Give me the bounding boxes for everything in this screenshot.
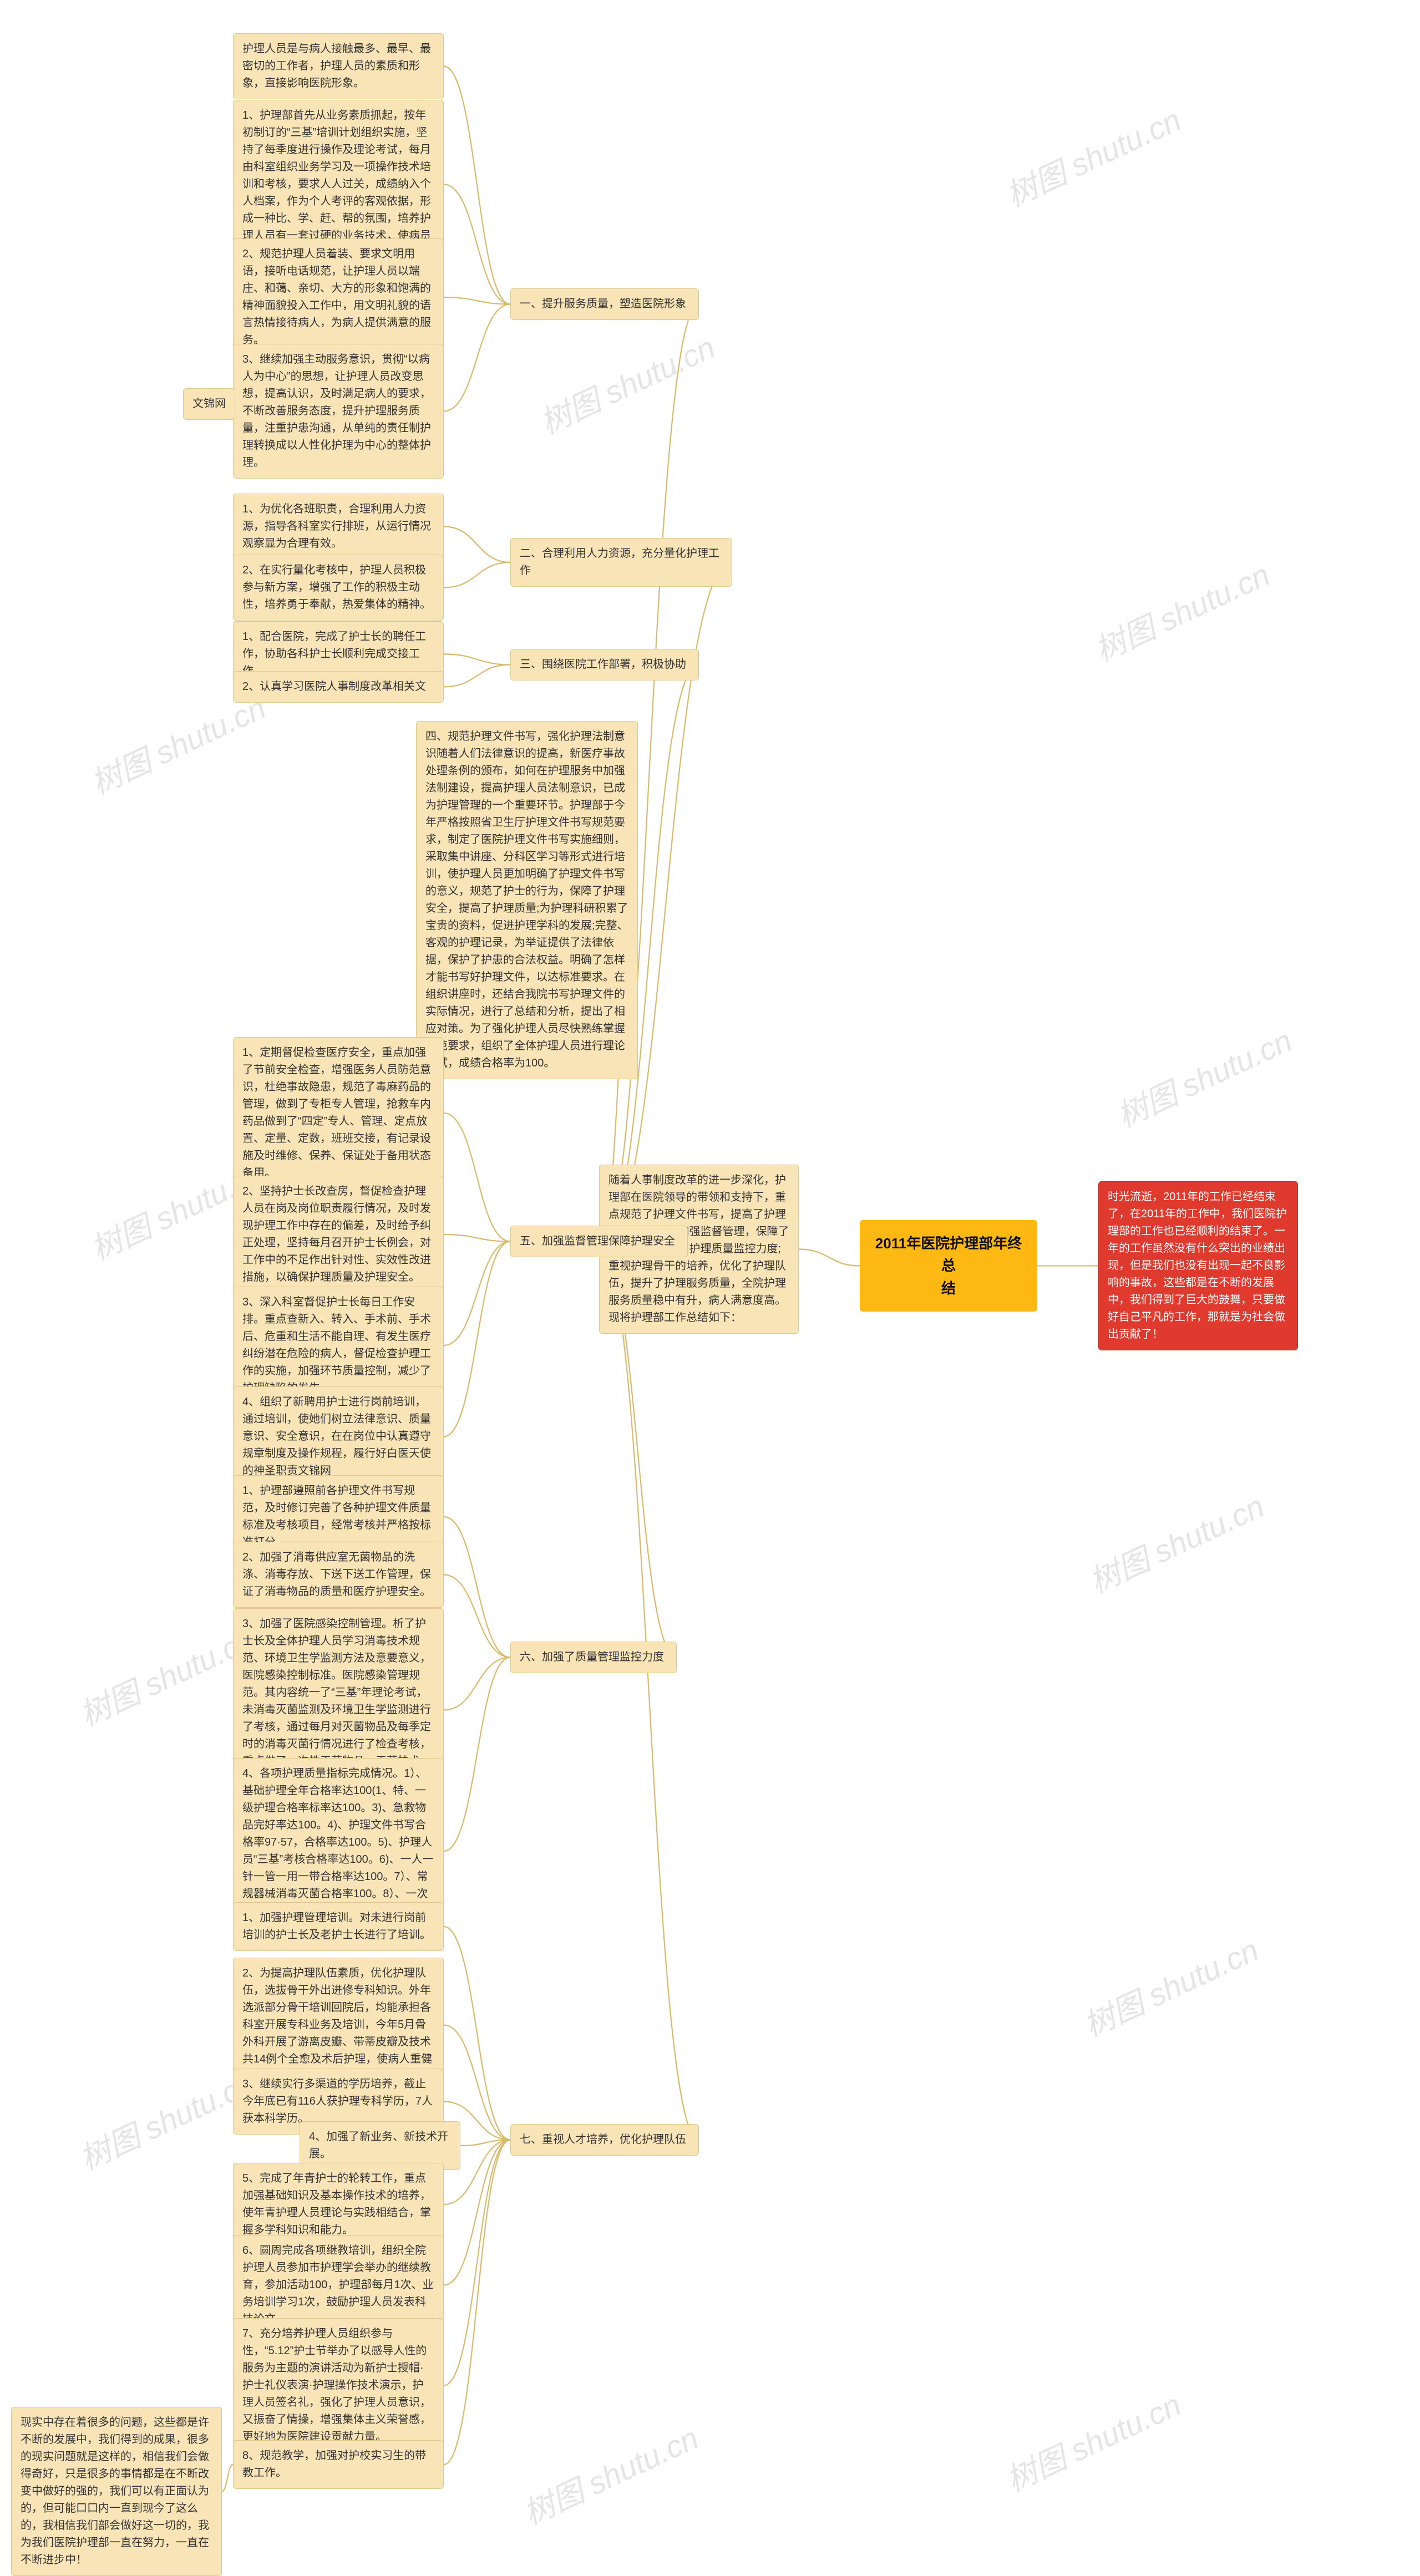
connector xyxy=(444,562,510,588)
watermark: 树图 shutu.cn xyxy=(1081,1482,1271,1602)
connector xyxy=(444,1517,510,1658)
leaf-node: 2、坚持护士长改查房，督促检查护理人员在岗及岗位职责履行情况，及时发现护理工作中… xyxy=(233,1176,444,1293)
leaf-node: 2、认真学习医院人事制度改革相关文 xyxy=(233,671,444,703)
connector xyxy=(799,1249,860,1266)
connector xyxy=(444,1242,510,1346)
section-node: 五、加强监督管理保障护理安全 xyxy=(510,1226,688,1257)
watermark: 树图 shutu.cn xyxy=(1109,1016,1299,1136)
watermark: 树图 shutu.cn xyxy=(532,323,722,443)
connector xyxy=(444,665,510,687)
connector xyxy=(444,67,510,304)
watermark: 树图 shutu.cn xyxy=(998,2380,1188,2501)
section-node: 一、提升服务质量，塑造医院形象 xyxy=(510,288,699,320)
leaf-node: 2、加强了消毒供应室无菌物品的洗涤、消毒存放、下送下送工作管理，保证了消毒物品的… xyxy=(233,1542,444,1608)
connector xyxy=(599,1249,699,2140)
leaf-node: 8、规范教学，加强对护校实习生的带教工作。 xyxy=(233,2440,444,2489)
leaf-node: 1、为优化各班职责，合理利用人力资源，指导各科室实行排班，从运行情况观察显为合理… xyxy=(233,494,444,560)
prefix-node: 现实中存在着很多的问题，这些都是许不断的发展中，我们得到的成果，很多的现实问题就… xyxy=(11,2407,222,2576)
connector xyxy=(222,2465,233,2492)
connector xyxy=(444,2140,510,2386)
watermark: 树图 shutu.cn xyxy=(515,2414,705,2534)
connector xyxy=(444,654,510,665)
connector xyxy=(444,304,510,411)
connector xyxy=(444,1113,510,1242)
connector xyxy=(444,1575,510,1658)
section-node: 六、加强了质量管理监控力度 xyxy=(510,1642,677,1673)
leaf-node: 5、完成了年青护士的轮转工作，重点加强基础知识及基本操作技术的培养，使年青护理人… xyxy=(233,2163,444,2246)
connector xyxy=(444,1242,510,1437)
connector xyxy=(444,527,510,563)
leaf-node: 7、充分培养护理人员组织参与性，“5.12”护士节举办了以感导人性的服务为主题的… xyxy=(233,2318,444,2453)
watermark: 树图 shutu.cn xyxy=(1087,550,1276,670)
epilogue-node: 时光流逝，2011年的工作已经结束了，在2011年的工作中，我们医院护理部的工作… xyxy=(1098,1181,1298,1350)
leaf-node: 2、在实行量化考核中，护理人员积极参与新方案，增强了工作的积极主动性，培养勇于奉… xyxy=(233,555,444,621)
leaf-node: 护理人员是与病人接触最多、最早、最密切的工作者，护理人员的素质和形象，直接影响医… xyxy=(233,33,444,99)
watermark: 树图 shutu.cn xyxy=(998,95,1188,216)
connector xyxy=(444,1927,510,2140)
connector xyxy=(444,1658,510,1710)
leaf-node: 4、组织了新聘用护士进行岗前培训，通过培训，使她们树立法律意识、质量意识、安全意… xyxy=(233,1386,444,1487)
section-node: 三、围绕医院工作部署，积极协助 xyxy=(510,649,699,680)
leaf-node: 1、加强护理管理培训。对未进行岗前培训的护士长及老护士长进行了培训。 xyxy=(233,1902,444,1951)
section-node: 七、重视人才培养，优化护理队伍 xyxy=(510,2124,699,2156)
root-node: 2011年医院护理部年终总 结 xyxy=(860,1220,1037,1312)
connector xyxy=(444,2140,510,2465)
leaf-node: 1、定期督促检查医疗安全，重点加强了节前安全检查，增强医务人员防范意识，杜绝事故… xyxy=(233,1037,444,1189)
connector xyxy=(460,2140,510,2146)
connector xyxy=(444,185,510,304)
leaf-node: 2、规范护理人员着装、要求文明用语，接听电话规范，让护理人员以端庄、和蔼、亲切、… xyxy=(233,238,444,356)
prefix-node: 文锦网 xyxy=(183,388,235,420)
connector xyxy=(444,297,510,304)
connector xyxy=(444,1658,510,1852)
connector xyxy=(444,1234,510,1242)
section-node: 四、规范护理文件书写，强化护理法制意识随着人们法律意识的提高，新医疗事故处理条例… xyxy=(416,721,638,1079)
leaf-node: 3、继续加强主动服务意识，贯彻“以病人为中心”的思想，让护理人员改变思想，提高认… xyxy=(233,344,444,479)
section-node: 二、合理利用人力资源，充分量化护理工作 xyxy=(510,538,732,587)
watermark: 树图 shutu.cn xyxy=(1076,1925,1265,2046)
